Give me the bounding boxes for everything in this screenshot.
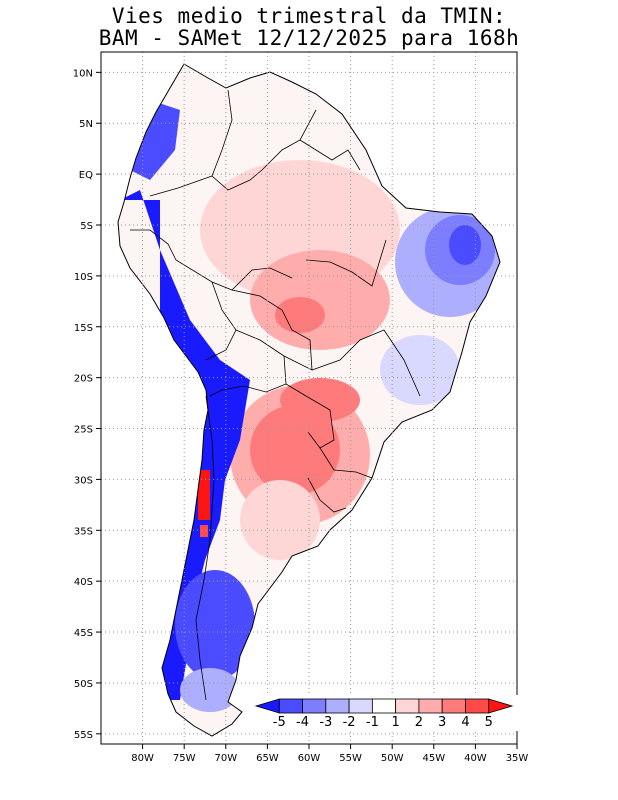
- lon-tick-label: 60W: [298, 753, 321, 764]
- colorbar-label: -2: [343, 715, 356, 730]
- lat-tick-label: 50S: [74, 679, 93, 690]
- colorbar-swatch: [441, 698, 466, 714]
- lat-tick-label: 5S: [80, 221, 93, 232]
- lon-tick-label: 80W: [131, 753, 154, 764]
- lon-tick-label: 40W: [464, 753, 487, 764]
- border-chile-argentina: [195, 395, 215, 701]
- colorbar-label: 1: [391, 715, 399, 730]
- graticule: [101, 52, 517, 744]
- bias-area-mato-grosso: [275, 297, 325, 333]
- colorbar-swatch: [418, 698, 443, 714]
- lat-tick-label: 45S: [74, 628, 93, 639]
- lat-tick-label: 25S: [74, 425, 93, 436]
- colorbar-swatch: [371, 698, 397, 714]
- bias-area-paraguay: [250, 405, 340, 495]
- bias-area-patagonia: [175, 570, 255, 680]
- colorbar: -5 -4 -3 -2 -1 1 2 3 4 5: [250, 695, 518, 731]
- bias-area-chile-red: [198, 470, 210, 520]
- coastline: [117, 63, 501, 737]
- latitude-axis: 10N 5N EQ 5S 10S 15S 20S 25S 30S 35S 40S 45S 50S 55S: [73, 68, 101, 741]
- bias-area-minas: [380, 335, 460, 405]
- border-ecuador-colombia: [149, 175, 213, 197]
- lon-tick-label: 70W: [214, 753, 237, 764]
- border-bolivia-argentina: [209, 355, 287, 397]
- bias-area-northeast-peak: [449, 225, 481, 265]
- bias-area-south-brazil: [280, 378, 360, 422]
- colorbar-label: 2: [415, 715, 423, 730]
- lat-tick-label: 10N: [73, 68, 93, 79]
- map-title-line2: BAM - SAMet 12/12/2025 para 168h: [98, 26, 520, 50]
- lat-tick-label: EQ: [79, 170, 93, 181]
- border-brazil-states-south: [311, 329, 421, 397]
- border-uruguay-brazil: [319, 447, 373, 479]
- country-borders: [130, 89, 421, 701]
- colorbar-swatch: [325, 698, 350, 714]
- lon-tick-label: 55W: [339, 753, 362, 764]
- lat-tick-label: 20S: [74, 374, 93, 385]
- colorbar-label: -5: [273, 715, 286, 730]
- lon-tick-label: 45W: [422, 753, 445, 764]
- colorbar-swatch: [302, 698, 327, 714]
- lat-tick-label: 15S: [74, 323, 93, 334]
- colorbar-label: 5: [485, 715, 493, 730]
- colorbar-label: -1: [366, 715, 379, 730]
- bias-area-central: [250, 250, 390, 350]
- colorbar-swatch: [348, 698, 373, 714]
- lon-tick-label: 65W: [256, 753, 279, 764]
- lat-tick-label: 40S: [74, 577, 93, 588]
- colorbar-label: -3: [319, 715, 332, 730]
- lat-tick-label: 10S: [74, 272, 93, 283]
- border-guianas: [299, 139, 361, 171]
- lon-tick-label: 35W: [506, 753, 529, 764]
- lon-tick-label: 50W: [381, 753, 404, 764]
- bias-area-tierra-del-fuego: [180, 668, 240, 712]
- colorbar-swatch: [395, 698, 420, 714]
- longitude-axis: 80W 75W 70W 65W 60W 55W 50W 45W 40W 35W: [131, 744, 528, 764]
- lat-tick-label: 30S: [74, 475, 93, 486]
- colorbar-label: 4: [461, 715, 469, 730]
- colorbar-label: 3: [438, 715, 446, 730]
- colorbar-swatch: [465, 698, 490, 714]
- lat-tick-label: 55S: [74, 730, 93, 741]
- map-title-line1: Vies medio trimestral da TMIN:: [111, 4, 507, 28]
- bias-area-chile-red-south: [200, 525, 208, 537]
- colorbar-swatch: [278, 698, 303, 714]
- border-paraguay: [285, 383, 335, 449]
- border-venezuela-guyana: [261, 109, 317, 171]
- colorbar-arrow-high: [488, 698, 514, 714]
- bias-area-pampas: [240, 480, 320, 560]
- lat-tick-label: 35S: [74, 526, 93, 537]
- colorbar-label: -4: [296, 715, 309, 730]
- lat-tick-label: 5N: [79, 119, 93, 130]
- border-brazil-states-north: [305, 239, 387, 287]
- border-uruguay-argentina: [307, 477, 347, 513]
- lon-tick-label: 75W: [173, 753, 196, 764]
